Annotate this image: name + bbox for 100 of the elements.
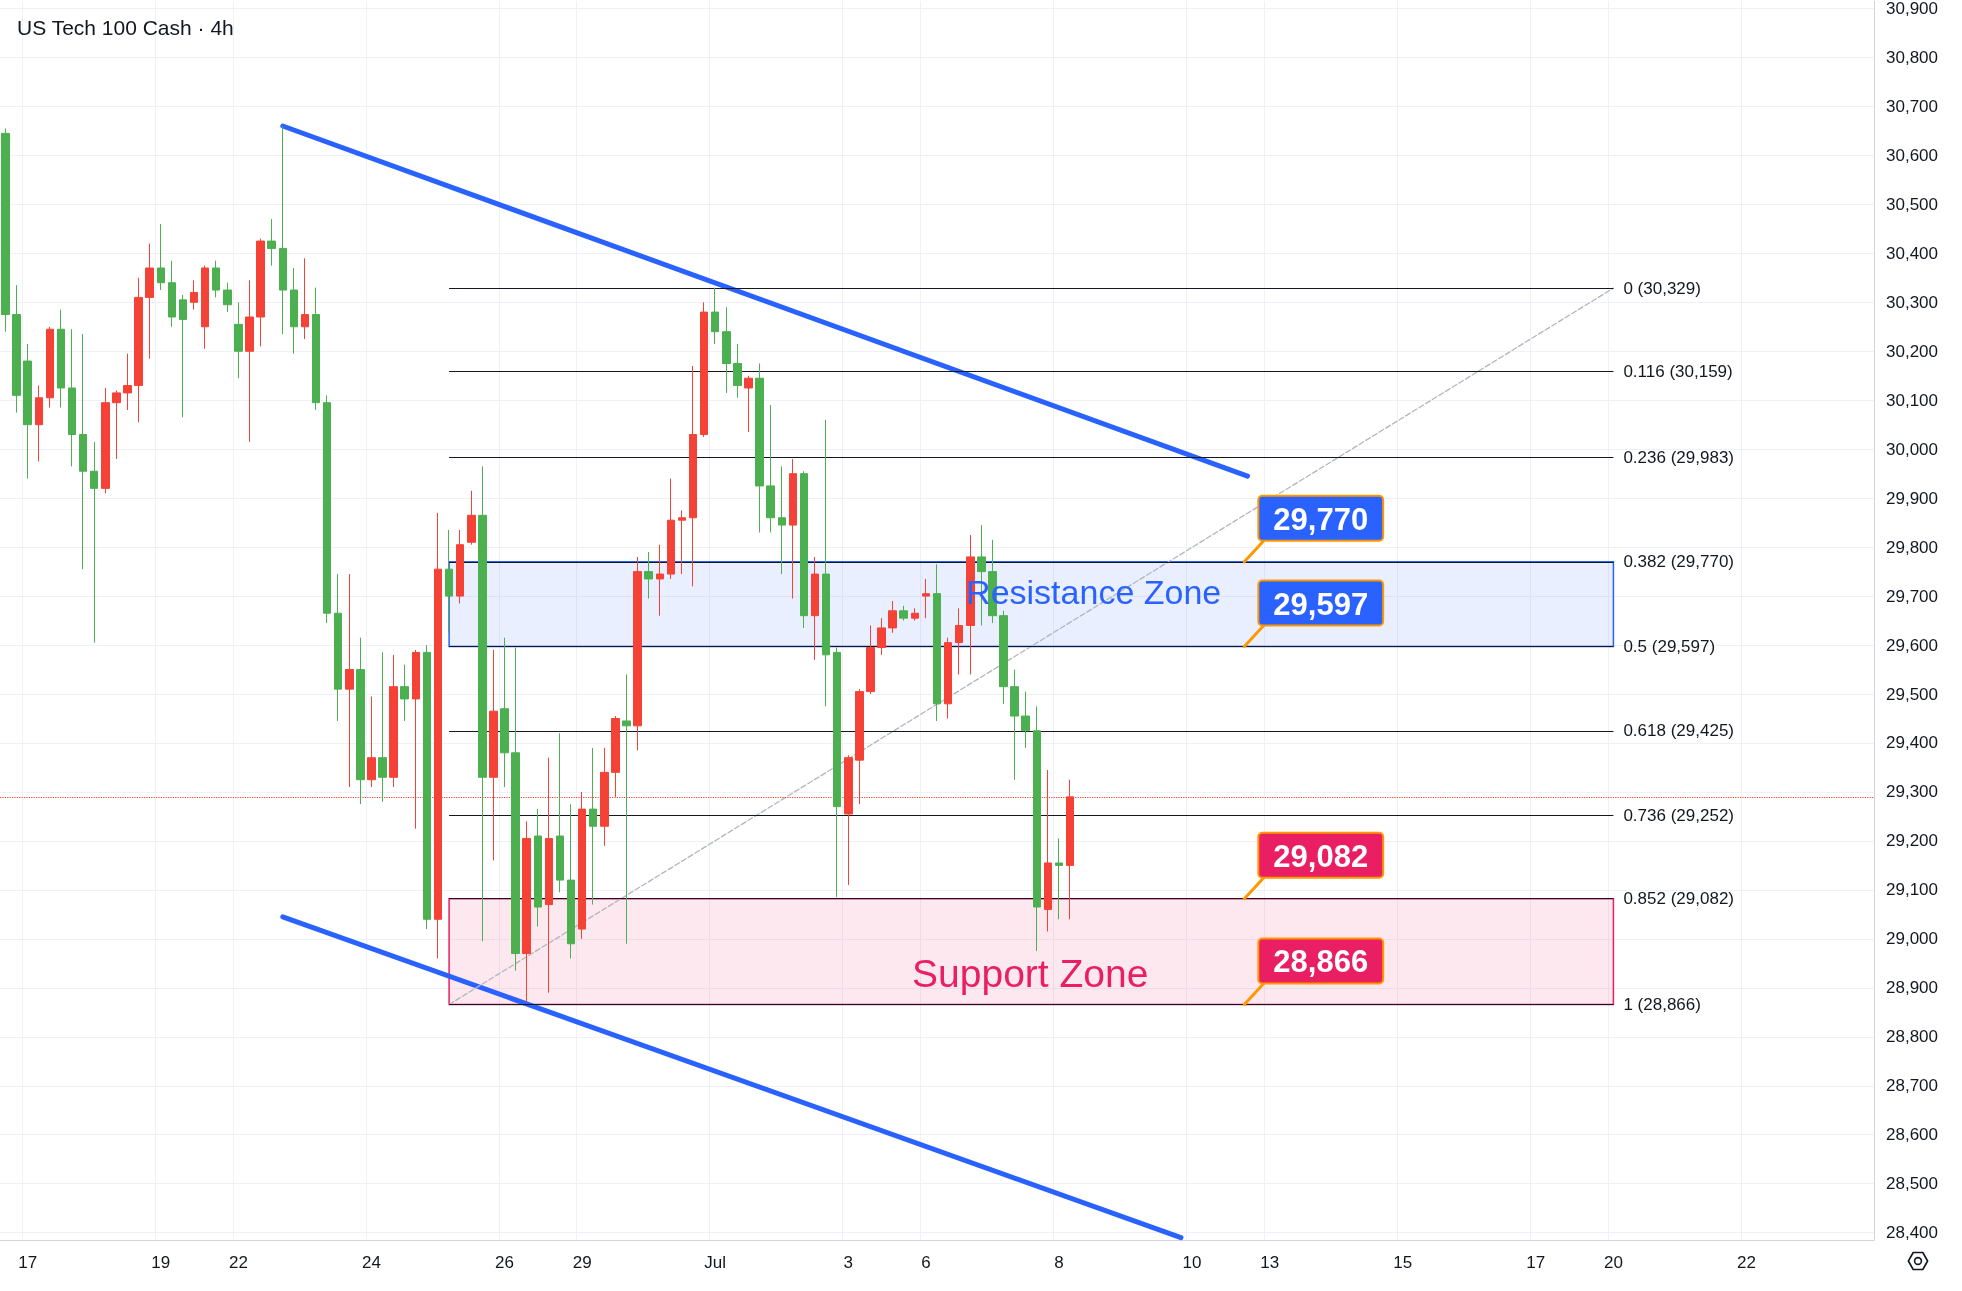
y-tick-label: 29,000 bbox=[1886, 929, 1938, 949]
candlestick bbox=[922, 578, 930, 619]
x-tick-label: 19 bbox=[151, 1253, 171, 1272]
candlestick bbox=[223, 282, 232, 313]
x-tick-label: 24 bbox=[362, 1253, 381, 1272]
candlestick bbox=[57, 309, 65, 409]
candlestick bbox=[766, 404, 775, 533]
candlestick bbox=[378, 651, 387, 803]
candlestick bbox=[145, 243, 154, 360]
band-label: Support Zone bbox=[912, 951, 1149, 995]
y-tick-label: 30,700 bbox=[1886, 96, 1938, 116]
x-tick-label: 26 bbox=[495, 1253, 514, 1272]
candlestick bbox=[323, 394, 331, 624]
y-tick-label: 30,000 bbox=[1886, 439, 1938, 459]
y-tick-label: 28,800 bbox=[1886, 1027, 1938, 1047]
y-tick-label: 29,700 bbox=[1886, 586, 1938, 606]
candlestick bbox=[589, 747, 597, 906]
ref-line-label: 0.852 (29,082) bbox=[1623, 889, 1735, 909]
candlestick bbox=[567, 803, 575, 959]
candlestick bbox=[312, 287, 320, 411]
ref-line-label: 0.736 (29,252) bbox=[1623, 805, 1735, 825]
candlestick bbox=[256, 238, 265, 347]
ref-line-label: 0.618 (29,425) bbox=[1623, 721, 1735, 741]
x-tick-label: Jul bbox=[704, 1253, 727, 1272]
ref-line-label: 0.236 (29,983) bbox=[1623, 448, 1735, 468]
candlestick bbox=[678, 509, 686, 575]
candlestick bbox=[12, 284, 21, 413]
candlestick bbox=[689, 365, 697, 587]
candlestick bbox=[656, 544, 664, 617]
candlestick bbox=[644, 551, 653, 600]
y-tick-label: 30,900 bbox=[1886, 0, 1938, 18]
candlestick bbox=[877, 617, 886, 656]
candlestick bbox=[101, 387, 110, 494]
candlestick bbox=[899, 605, 908, 622]
candlestick bbox=[201, 265, 209, 350]
y-tick-label: 30,600 bbox=[1886, 145, 1938, 165]
candlestick bbox=[511, 647, 520, 972]
candlestick bbox=[500, 637, 509, 788]
candlestick bbox=[334, 573, 342, 722]
y-tick-label: 29,800 bbox=[1886, 537, 1938, 557]
ref-line-label: 1 (28,866) bbox=[1623, 994, 1701, 1014]
y-tick-label: 30,100 bbox=[1886, 390, 1938, 410]
y-tick-label: 30,800 bbox=[1886, 47, 1938, 67]
candlestick bbox=[456, 529, 464, 604]
y-tick-label: 29,100 bbox=[1886, 880, 1938, 900]
y-tick-label: 28,900 bbox=[1886, 978, 1938, 998]
candlestick bbox=[789, 458, 797, 600]
candlestick bbox=[1055, 837, 1063, 920]
candlestick bbox=[733, 343, 742, 399]
x-tick-label: 22 bbox=[228, 1253, 248, 1272]
candlestick bbox=[755, 363, 764, 533]
y-tick-label: 28,600 bbox=[1886, 1125, 1938, 1145]
candlestick bbox=[123, 353, 132, 411]
candlestick bbox=[1010, 669, 1019, 781]
y-tick-label: 29,200 bbox=[1886, 831, 1938, 851]
candlestick bbox=[478, 465, 487, 942]
candlestick bbox=[744, 375, 753, 433]
candlestick bbox=[168, 260, 176, 328]
candlestick bbox=[944, 637, 952, 720]
candlestick bbox=[423, 644, 431, 930]
candlestick bbox=[800, 470, 808, 629]
y-tick-label: 30,400 bbox=[1886, 243, 1938, 263]
x-tick-label: 8 bbox=[1054, 1253, 1064, 1272]
candlestick bbox=[301, 257, 309, 340]
candlestick bbox=[622, 673, 631, 945]
candlestick bbox=[356, 637, 365, 805]
candlestick bbox=[467, 490, 476, 546]
candlestick bbox=[1021, 691, 1030, 749]
ref-line-label: 0.5 (29,597) bbox=[1623, 637, 1716, 657]
x-tick-label: 6 bbox=[921, 1253, 931, 1272]
candlestick bbox=[711, 287, 719, 345]
y-tick-label: 29,600 bbox=[1886, 635, 1938, 655]
candlestick bbox=[367, 695, 376, 788]
x-tick-label: 10 bbox=[1182, 1253, 1202, 1272]
candlestick bbox=[79, 333, 87, 570]
candlestick bbox=[534, 808, 542, 928]
candlestick bbox=[279, 125, 287, 335]
candlestick bbox=[722, 306, 731, 394]
candlestick bbox=[134, 277, 143, 423]
x-tick-label: 17 bbox=[1526, 1253, 1546, 1272]
candlestick bbox=[556, 732, 564, 893]
candlestick bbox=[999, 610, 1008, 705]
candlestick bbox=[35, 385, 43, 462]
candlestick bbox=[112, 389, 121, 460]
text: US Tech 100 Cash · 4h bbox=[17, 16, 234, 39]
x-tick-label: 3 bbox=[843, 1253, 854, 1272]
ref-line-label: 0.116 (30,159) bbox=[1623, 361, 1733, 381]
candlestick bbox=[245, 279, 254, 443]
y-tick-label: 28,400 bbox=[1886, 1223, 1938, 1243]
candlestick bbox=[23, 343, 32, 480]
candlestick bbox=[822, 419, 830, 707]
y-tick-label: 28,500 bbox=[1886, 1174, 1938, 1194]
candlestick bbox=[778, 465, 786, 575]
ref-line-label: 0.382 (29,770) bbox=[1623, 552, 1735, 572]
y-tick-label: 29,500 bbox=[1886, 684, 1938, 704]
candlestick bbox=[700, 301, 708, 438]
candlestick bbox=[179, 294, 187, 418]
candlestick bbox=[667, 478, 675, 580]
x-tick-label: 17 bbox=[18, 1253, 38, 1272]
x-tick-label: 29 bbox=[572, 1253, 592, 1272]
